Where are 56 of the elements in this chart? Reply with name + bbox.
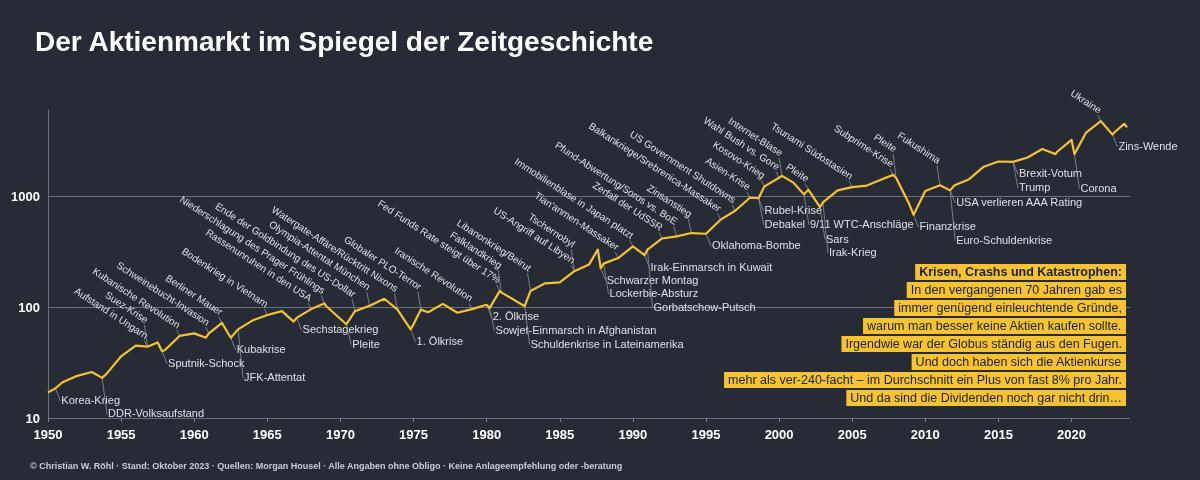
annotation: Irak-Krieg: [828, 245, 877, 258]
annotation: Pleite: [352, 337, 380, 350]
x-tick-label: 1960: [179, 427, 209, 442]
x-tick-label: 2005: [837, 427, 867, 442]
annotation: Schwarzer Montag: [606, 273, 699, 286]
y-tick-label: 100: [18, 299, 40, 315]
annotation: Kubakrise: [236, 343, 286, 356]
x-tick-label: 1995: [691, 427, 721, 442]
x-tick-label: 2015: [983, 427, 1013, 442]
annotation: Krisen, Crashs und Katastrophen:: [919, 265, 1123, 279]
annotation: JFK-Attentat: [244, 370, 306, 383]
x-tick-label: 2000: [764, 427, 794, 442]
annotation: In den vergangenen 70 Jahren gab es: [910, 283, 1122, 297]
annotation: Finanzkrise: [919, 220, 976, 233]
annotation: Rubel-Krise: [764, 203, 823, 216]
annotation: Trump: [1019, 181, 1051, 194]
x-tick-label: 1980: [472, 427, 502, 442]
annotation: Sars: [826, 232, 850, 245]
x-tick-label: 2010: [910, 427, 940, 442]
annotation: Irak-Einmarsch in Kuwait: [650, 260, 773, 273]
annotation: Oklahoma-Bombe: [711, 239, 801, 252]
annotation: Zins-Wende: [1118, 140, 1178, 153]
x-tick-label: 1970: [325, 427, 355, 442]
annotation: Und doch haben sich die Aktienkurse: [915, 355, 1122, 369]
annotation: immer genügend einleuchtende Gründe,: [898, 301, 1122, 315]
annotation: Und da sind die Dividenden noch gar nicht drin…: [850, 391, 1123, 405]
annotation: Sechstagekrieg: [302, 323, 379, 336]
annotation: Schuldenkrise in Lateinamerika: [530, 337, 685, 350]
annotation: warum man besser keine Aktien kaufen sollte.: [866, 319, 1122, 333]
annotation: mehr als ver-240-facht – im Durchschnitt ein Plus von fast 8% pro Jahr.: [728, 373, 1122, 387]
annotation: Lockerbie-Absturz: [609, 287, 699, 300]
annotation: Euro-Schuldenkrise: [956, 233, 1053, 246]
y-tick-label: 10: [25, 410, 40, 426]
x-tick-label: 1985: [545, 427, 575, 442]
annotation: DDR-Volksaufstand: [108, 407, 205, 420]
annotation: Sputnik-Schock: [168, 356, 245, 369]
x-tick-label: 1975: [399, 427, 428, 442]
annotation: USA verlieren AAA Rating: [956, 195, 1083, 208]
x-tick-label: 1965: [252, 427, 282, 442]
annotation: Brexit-Votum: [1019, 167, 1082, 180]
chart-title: Der Aktienmarkt im Spiegel der Zeitgeschichte: [35, 25, 654, 57]
annotation: 2. Ölkrise: [492, 310, 540, 323]
annotation: Debakel: [764, 217, 805, 230]
annotation: Korea-Krieg: [61, 393, 121, 406]
annotation: Corona: [1080, 181, 1118, 194]
x-tick-label: 1955: [106, 427, 136, 442]
x-tick-label: 1950: [33, 427, 63, 442]
annotation: 1. Ölkrise: [416, 334, 464, 347]
annotation: Gorbatschow-Putsch: [653, 301, 756, 314]
annotation: Sowjet-Einmarsch in Afghanistan: [495, 323, 657, 336]
annotation: 9/11 WTC-Anschläge: [809, 217, 914, 230]
x-tick-label: 2020: [1057, 427, 1086, 442]
annotation: Irgendwie war der Globus ständig aus den Fugen.: [845, 337, 1123, 351]
text: © Christian W. Röhl · Stand: Oktober 2023 · Quellen: Morgan Housel · Alle Angaben ohne Obligo · Keine Anlageempfehlung oder -beratung: [30, 461, 623, 471]
x-tick-label: 1990: [618, 427, 648, 442]
y-tick-label: 1000: [11, 188, 40, 204]
